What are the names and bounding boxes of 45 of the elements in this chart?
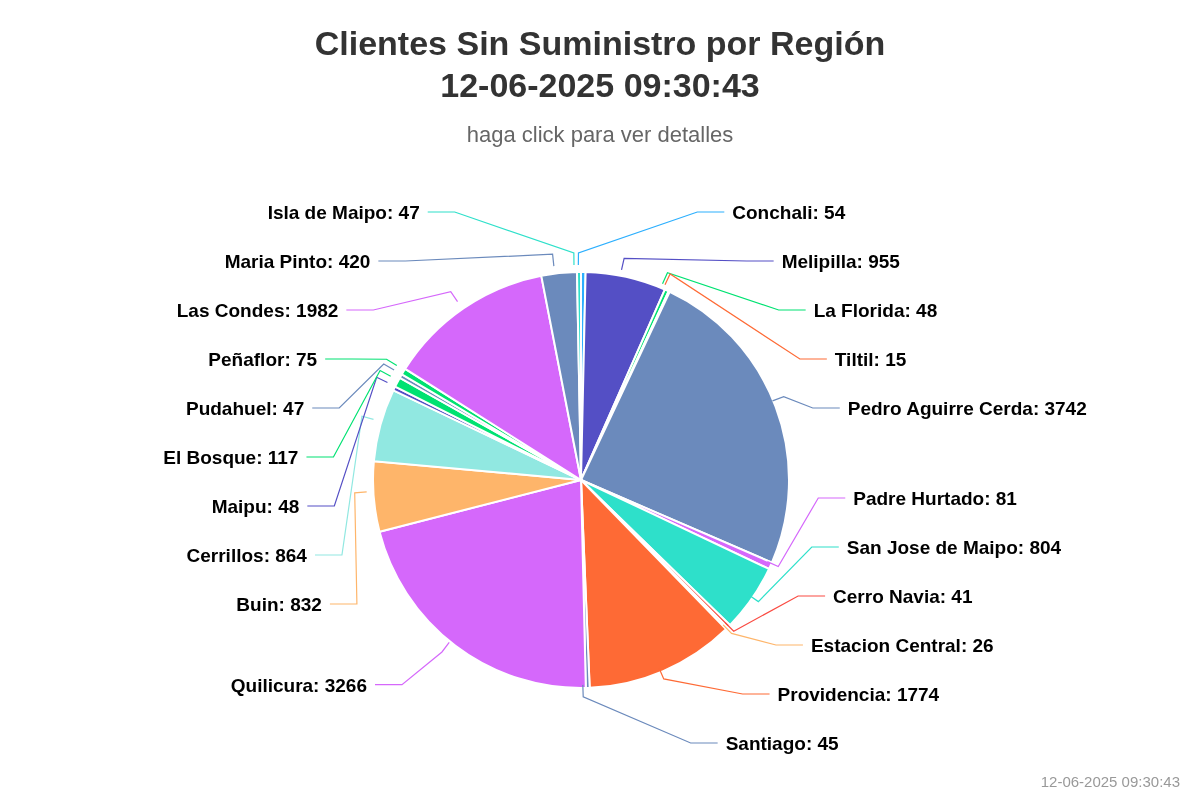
data-label: : 81 xyxy=(984,487,1018,509)
data-label: : 832 xyxy=(278,593,322,615)
data-label: : 3742 xyxy=(1032,397,1087,419)
data-label: : 75 xyxy=(284,348,318,370)
slice-label: Isla de Maipo xyxy=(267,201,387,223)
chart-title: Clientes Sin Suministro por Región 12-06-2025 09:30:43 xyxy=(313,23,887,106)
slice-label: Pedro Aguirre Cerda xyxy=(847,397,1034,419)
data-label: : 117 xyxy=(256,446,299,468)
slice-label: Conchali xyxy=(732,201,813,223)
slice-label: Melipilla xyxy=(781,250,858,272)
data-label: : 3266 xyxy=(313,674,367,696)
slice-label: Providencia xyxy=(777,683,886,705)
data-label: : 48 xyxy=(266,495,300,517)
data-label: : 45 xyxy=(805,732,840,754)
data-label: : 864 xyxy=(263,544,308,566)
slice-label: Maria Pinto xyxy=(224,250,328,272)
data-label: : 41 xyxy=(939,585,973,607)
data-label: : 47 xyxy=(271,397,305,419)
data-label: : 26 xyxy=(960,634,994,656)
slice-label: Maipu xyxy=(211,495,267,517)
slice-label: Santiago xyxy=(725,732,806,754)
data-label: : 955 xyxy=(856,250,901,272)
slice-label: Cerro Navia xyxy=(833,585,941,607)
slice-label: Las Condes xyxy=(176,299,285,321)
data-label: : 1982 xyxy=(284,299,339,321)
slice-label: La Florida xyxy=(813,299,905,321)
data-label: : 1774 xyxy=(885,683,940,705)
data-label: : 48 xyxy=(904,299,938,321)
data-label: : 804 xyxy=(1017,536,1062,558)
data-label: : 54 xyxy=(812,201,846,223)
slice-label: Pudahuel xyxy=(185,397,272,419)
text: 12-06-2025 09:30:43 xyxy=(1040,773,1180,790)
data-label: : 47 xyxy=(386,201,420,223)
slice-label: Padre Hurtado xyxy=(853,487,985,509)
slice-label: San Jose de Maipo xyxy=(846,536,1018,558)
slice-label: Tiltil xyxy=(834,348,874,370)
slice-label: Peñaflor xyxy=(208,348,285,370)
slice-label: El Bosque xyxy=(163,446,257,468)
data-label: : 15 xyxy=(873,348,907,370)
slice-label: Estacion Central xyxy=(810,634,961,656)
data-label: : 420 xyxy=(327,250,371,272)
slice-label: Cerrillos xyxy=(186,544,264,566)
chart-subtitle: haga click para ver detalles xyxy=(465,122,735,148)
slice-label: Quilicura xyxy=(230,674,314,696)
slice-label: Buin xyxy=(236,593,279,615)
